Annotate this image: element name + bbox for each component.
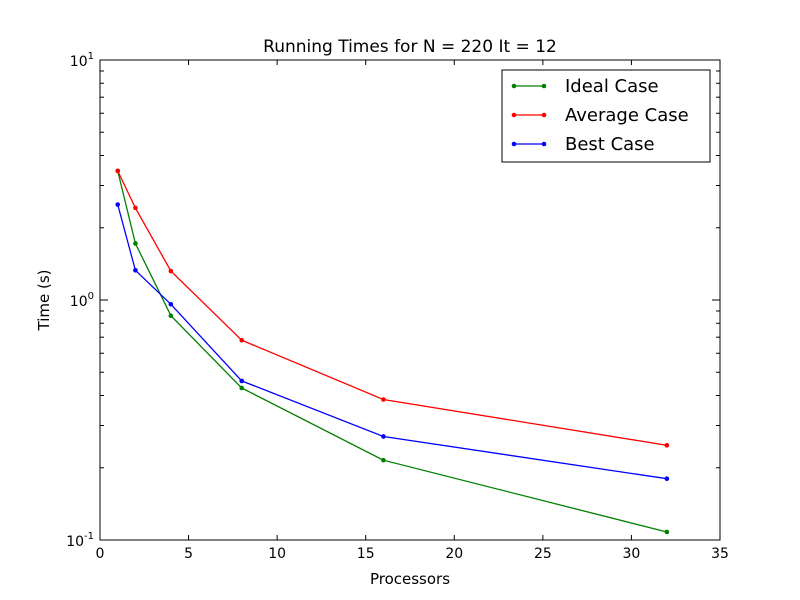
data-point: [664, 443, 670, 448]
data-point: [133, 205, 138, 211]
y-tick-label: 100: [70, 291, 94, 310]
legend-label: Average Case: [565, 105, 689, 126]
data-point: [664, 529, 670, 535]
y-tick-exponent: 0: [88, 291, 94, 302]
legend-marker: [541, 112, 547, 118]
y-tick-exponent: -1: [84, 531, 94, 542]
data-point: [664, 476, 670, 482]
data-point: [168, 313, 174, 319]
data-point: [133, 241, 138, 246]
x-tick-label: 25: [534, 546, 552, 562]
y-tick-base: 10: [66, 534, 84, 550]
data-point: [381, 457, 386, 463]
y-tick-base: 10: [70, 54, 88, 70]
data-point: [239, 337, 245, 343]
legend-marker: [511, 83, 517, 89]
x-tick-label: 0: [96, 546, 105, 562]
data-point: [239, 385, 245, 391]
x-tick-label: 10: [268, 546, 286, 562]
data-point: [133, 267, 138, 273]
x-tick-label: 5: [184, 546, 193, 562]
data-point: [381, 397, 386, 402]
series-line-0: [117, 170, 668, 533]
data-point: [168, 268, 174, 274]
data-point: [168, 301, 174, 307]
legend-box: [501, 69, 711, 163]
x-axis-label: Processors: [370, 570, 450, 588]
y-tick-exponent: 1: [88, 51, 94, 62]
x-tick-label: 20: [445, 546, 463, 562]
data-point: [115, 202, 121, 207]
data-point: [239, 378, 245, 384]
series-line-1: [117, 170, 668, 446]
data-point: [381, 434, 386, 439]
legend-marker: [541, 141, 547, 147]
x-tick-label: 30: [623, 546, 641, 562]
x-tick-label: 35: [711, 546, 729, 562]
y-axis-label: Time (s): [35, 270, 53, 332]
x-tick-label: 15: [357, 546, 375, 562]
data-point: [115, 168, 121, 174]
chart-title: Running Times for N = 220 It = 12: [263, 37, 557, 57]
legend-label: Ideal Case: [565, 76, 659, 97]
legend-marker: [511, 112, 517, 118]
legend-marker: [541, 83, 547, 89]
series-line-2: [117, 204, 667, 480]
legend-marker: [511, 141, 517, 147]
legend-label: Best Case: [565, 134, 655, 155]
y-tick-base: 10: [70, 294, 88, 310]
y-tick-label: 10-1: [66, 531, 94, 550]
y-tick-label: 101: [70, 51, 94, 70]
legend: Ideal Case Average Case Best Case: [501, 69, 711, 163]
plot-area: [115, 168, 670, 535]
